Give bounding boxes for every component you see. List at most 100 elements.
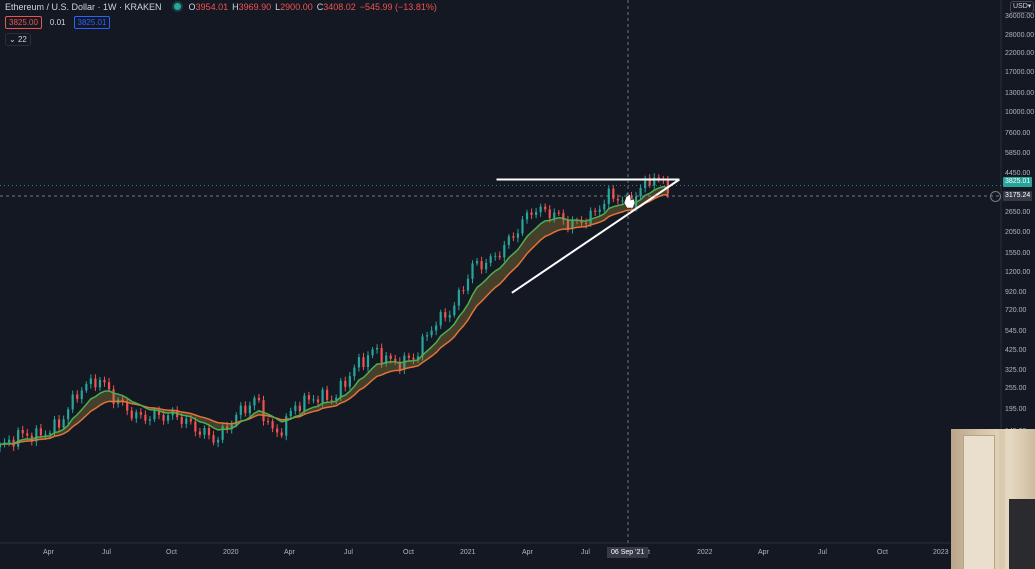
candle: [94, 378, 97, 388]
change-value: −545.99 (−13.81%): [359, 2, 437, 12]
candle: [512, 236, 515, 238]
low-value: 2900.00: [280, 2, 313, 12]
candle: [566, 220, 570, 230]
candle: [457, 290, 460, 306]
candle: [276, 428, 279, 433]
candle: [262, 400, 265, 422]
candle: [489, 256, 492, 263]
price-axis-label: 13000.00: [1005, 89, 1035, 97]
candle: [616, 198, 619, 201]
time-axis-label: Oct: [877, 549, 888, 556]
candle: [412, 357, 415, 360]
candle: [0, 444, 2, 448]
market-status-icon: [173, 3, 181, 10]
candle: [7, 439, 11, 443]
candle: [594, 210, 597, 212]
candle: [589, 210, 592, 224]
price-axis-label: 28000.00: [1005, 31, 1035, 39]
candle: [257, 397, 261, 401]
time-axis-label: 2020: [223, 549, 239, 556]
candle: [657, 177, 660, 179]
candle: [330, 399, 333, 401]
price-axis-label: 2650.00: [1005, 209, 1031, 217]
spread-value: 0.01: [49, 18, 66, 27]
open-value: 3954.01: [195, 2, 229, 12]
support-trendline: [511, 178, 680, 294]
candle: [144, 414, 147, 421]
candle: [321, 389, 324, 403]
sell-button[interactable]: 3825.00: [5, 16, 42, 29]
price-axis-label: 195.00: [1005, 405, 1027, 413]
price-axis-label: 2050.00: [1005, 228, 1031, 236]
candle: [271, 421, 274, 429]
currency-label: USD: [1013, 3, 1028, 10]
candle: [453, 305, 456, 316]
candle: [153, 410, 156, 420]
candle: [435, 325, 438, 331]
candle: [462, 290, 465, 292]
price-axis-label: 4450.00: [1005, 170, 1031, 178]
candle: [398, 361, 401, 370]
candle: [335, 397, 338, 400]
candle: [135, 412, 138, 419]
high-value: 3969.90: [238, 2, 272, 12]
price-axis-label: 5850.00: [1005, 149, 1031, 157]
candle: [348, 376, 351, 387]
candle: [194, 421, 197, 432]
candle: [226, 426, 229, 430]
indicators-toggle[interactable]: ⌄ 22: [5, 33, 31, 46]
candle: [466, 278, 470, 291]
candle: [639, 188, 642, 197]
candle: [303, 395, 306, 411]
time-axis-label: Apr: [284, 549, 295, 556]
price-axis-label: 920.00: [1005, 288, 1027, 296]
candle: [48, 433, 52, 435]
price-axis-label: 7600.00: [1005, 129, 1031, 137]
open-label: O: [188, 2, 196, 12]
candle: [266, 421, 270, 423]
time-axis-label: Apr: [43, 549, 54, 556]
candle: [167, 415, 170, 421]
candle: [157, 410, 161, 415]
candle: [244, 405, 247, 414]
price-axis-label: 1200.00: [1005, 268, 1031, 276]
candle: [185, 418, 188, 424]
candle: [653, 177, 656, 186]
candle: [498, 255, 501, 258]
candle: [239, 405, 242, 415]
candle: [598, 209, 601, 212]
candle: [294, 405, 297, 411]
candle: [580, 220, 583, 223]
candle: [389, 355, 392, 359]
buy-button[interactable]: 3825.01: [73, 16, 111, 29]
candle: [62, 419, 65, 428]
currency-selector[interactable]: USD▾: [1010, 1, 1035, 13]
candle: [494, 255, 497, 257]
hand-cursor-icon: [623, 193, 636, 209]
candle: [53, 419, 56, 434]
candle: [112, 389, 115, 404]
candle: [67, 409, 70, 420]
candle: [371, 349, 374, 356]
trade-buttons: 3825.00 0.01 3825.01: [5, 16, 111, 29]
time-axis-label: Jul: [581, 549, 590, 556]
time-axis-label: Oct: [166, 549, 177, 556]
candle: [385, 355, 388, 364]
candle: [480, 261, 483, 270]
candle: [235, 414, 238, 425]
candle: [298, 405, 301, 411]
candle: [103, 379, 106, 383]
symbol-title[interactable]: Ethereum / U.S. Dollar · 1W · KRAKEN: [5, 2, 162, 12]
candle: [207, 427, 211, 436]
add-alert-icon[interactable]: [990, 191, 1001, 202]
candle: [525, 212, 529, 220]
time-axis-label: Apr: [758, 549, 769, 556]
price-axis-label: 325.00: [1005, 367, 1027, 375]
candle: [198, 431, 202, 435]
candle: [289, 410, 292, 417]
ema-slow-line: [0, 193, 668, 446]
candle: [621, 200, 624, 202]
indicators-count: 22: [17, 35, 27, 44]
